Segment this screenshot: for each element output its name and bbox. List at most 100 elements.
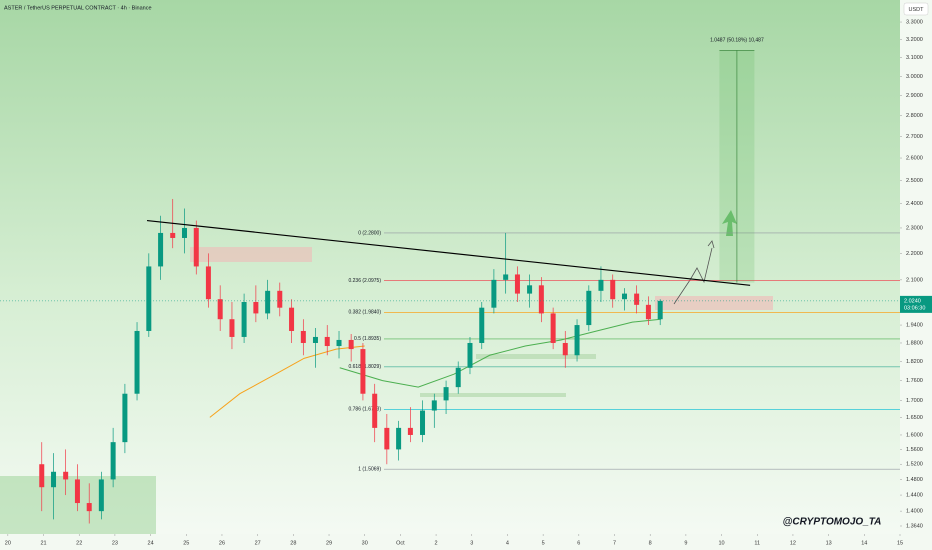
moving-average [209, 345, 365, 418]
candle-body [241, 302, 247, 337]
candle-body [63, 471, 69, 480]
candle-body [265, 290, 271, 314]
x-tick-label: Oct [396, 540, 405, 546]
x-tick-label: 12 [790, 540, 796, 546]
time-axis-background [0, 534, 900, 550]
x-tick-label: 13 [826, 540, 832, 546]
candle-body [146, 266, 152, 331]
x-tick-label: 23 [112, 540, 118, 546]
last-price-badge [900, 295, 932, 313]
x-tick-label: 30 [362, 540, 368, 546]
y-tick-label: 1.4800 [906, 477, 923, 483]
y-tick-label: 1.6500 [906, 415, 923, 421]
x-tick-label: 10 [719, 540, 725, 546]
candle-body [193, 227, 199, 267]
x-tick-label: 14 [861, 540, 867, 546]
candle-body [324, 336, 330, 347]
candle-body [622, 293, 628, 300]
arrow-head [707, 240, 715, 249]
candle-body [181, 227, 187, 238]
candle-body [527, 285, 533, 294]
supply-zone [655, 296, 773, 310]
x-tick-label: 8 [649, 540, 652, 546]
fib-label: 1 (1.5069) [358, 466, 381, 472]
candle-body [51, 471, 57, 488]
x-tick-label: 22 [76, 540, 82, 546]
candle-body [205, 266, 211, 300]
y-tick-label: 2.8000 [906, 113, 923, 119]
x-tick-label: 3 [470, 540, 473, 546]
candle-body [610, 279, 616, 300]
y-tick-label: 2.6000 [906, 155, 923, 161]
y-tick-label: 1.4400 [906, 493, 923, 499]
x-tick-label: 29 [326, 540, 332, 546]
x-tick-label: 9 [684, 540, 687, 546]
currency-badge [903, 2, 929, 16]
y-tick-label: 1.9400 [906, 323, 923, 329]
candle-body [384, 427, 390, 450]
candle-body [503, 274, 509, 280]
candle-body [122, 393, 128, 443]
candle-body [586, 290, 592, 326]
candle-body [491, 279, 497, 308]
candle-body [217, 299, 223, 320]
candle-body [360, 349, 366, 394]
x-tick-label: 11 [754, 540, 760, 546]
x-tick-label: 5 [542, 540, 545, 546]
x-tick-label: 15 [897, 540, 903, 546]
trendline [146, 219, 751, 286]
candle-body [277, 290, 283, 308]
countdown: 03:06:30 [904, 305, 925, 311]
chart-layer: 0 (2.2800) 0.236 (2.0975) 0.382 (1.9840) 0.… [0, 38, 900, 524]
x-tick-label: 27 [255, 540, 261, 546]
y-tick-label: 1.8200 [906, 359, 923, 365]
candle-body [336, 339, 342, 347]
x-tick-label: 6 [577, 540, 580, 546]
currency-label: USDT [909, 7, 925, 13]
candle-body [420, 410, 426, 435]
candle-body [372, 393, 378, 428]
price-axis-background [900, 0, 932, 550]
candle-body [134, 330, 140, 394]
y-tick-label: 1.4000 [906, 509, 923, 515]
x-tick-label: 7 [613, 540, 616, 546]
candle-body [634, 293, 640, 305]
x-tick-label: 25 [183, 540, 189, 546]
y-tick-label: 2.2000 [906, 251, 923, 257]
candle-body [74, 479, 80, 504]
candle-body [253, 302, 259, 314]
candle-body [562, 342, 568, 356]
y-tick-label: 2.7000 [906, 134, 923, 140]
plot-background [0, 0, 900, 534]
x-tick-label: 26 [219, 540, 225, 546]
x-tick-label: 20 [5, 540, 11, 546]
demand-zone [420, 393, 566, 397]
x-tick-label: 2 [435, 540, 438, 546]
fib-label: 0.5 (1.8935) [354, 336, 381, 342]
y-tick-label: 1.7000 [906, 398, 923, 404]
fib-label: 0.236 (2.0975) [348, 278, 381, 284]
y-tick-label: 1.6000 [906, 432, 923, 438]
fib-label: 0.786 (1.6733) [348, 407, 381, 413]
candle-body [39, 464, 45, 488]
candle-body [158, 232, 164, 267]
y-tick-label: 1.8800 [906, 340, 923, 346]
y-tick-label: 3.1000 [906, 55, 923, 61]
candle-body [455, 367, 461, 388]
y-tick-label: 3.2000 [906, 37, 923, 43]
candle-body [396, 427, 402, 450]
candle-body [98, 479, 104, 512]
y-tick-label: 2.1000 [906, 277, 923, 283]
candle-body [300, 330, 306, 343]
candle-body [479, 307, 485, 343]
watermark: @CRYPTOMOJO_TA [783, 517, 882, 528]
candle-body [348, 339, 354, 350]
moving-average [339, 318, 661, 388]
candle-body [514, 274, 520, 294]
y-tick-label: 1.7600 [906, 378, 923, 384]
target-arrow [722, 210, 737, 236]
x-tick-label: 21 [40, 540, 46, 546]
y-tick-label: 2.9000 [906, 93, 923, 99]
x-tick-label: 24 [148, 540, 154, 546]
